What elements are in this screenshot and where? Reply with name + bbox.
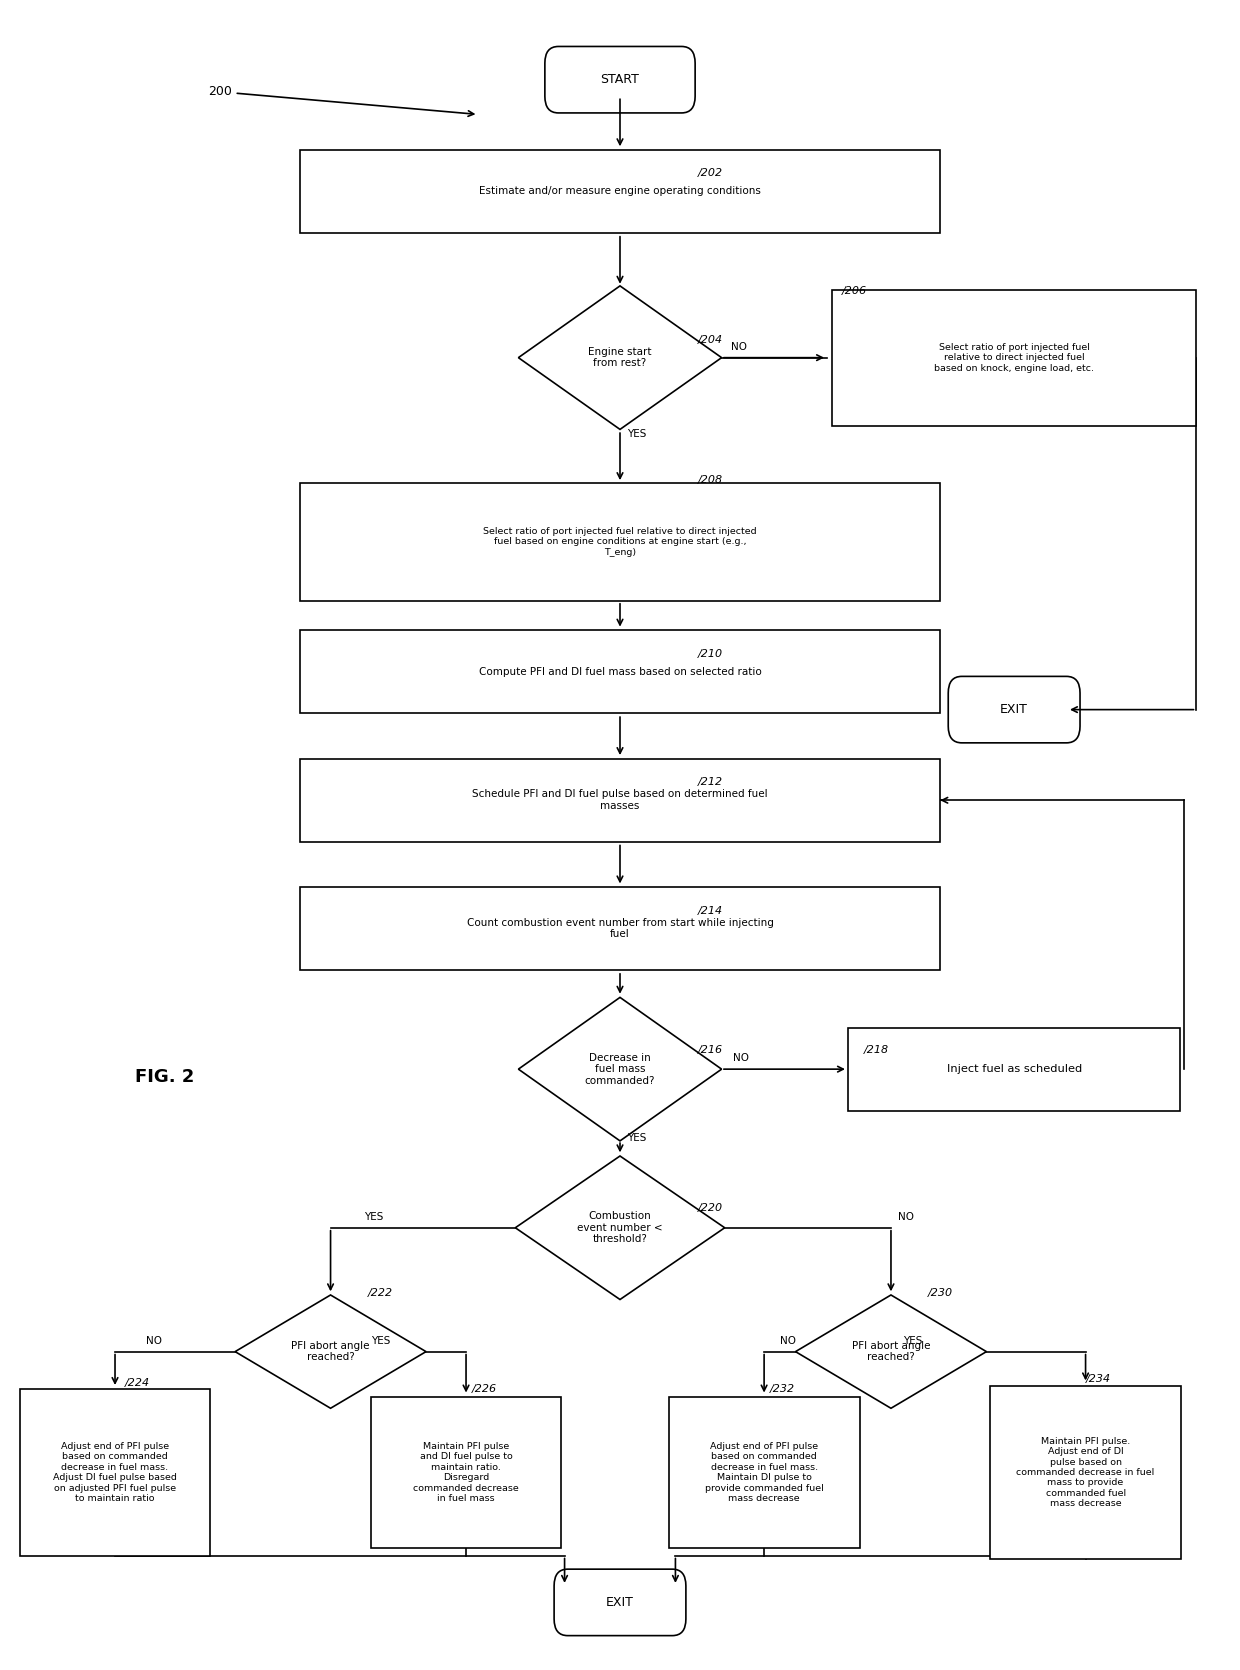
Text: NO: NO xyxy=(780,1336,796,1346)
Text: NO: NO xyxy=(898,1212,914,1222)
Text: YES: YES xyxy=(627,429,647,439)
FancyBboxPatch shape xyxy=(20,1389,211,1555)
Text: Select ratio of port injected fuel
relative to direct injected fuel
based on kno: Select ratio of port injected fuel relat… xyxy=(934,342,1094,372)
Text: Schedule PFI and DI fuel pulse based on determined fuel
masses: Schedule PFI and DI fuel pulse based on … xyxy=(472,790,768,812)
Text: YES: YES xyxy=(903,1336,923,1346)
Text: Adjust end of PFI pulse
based on commanded
decrease in fuel mass.
Maintain DI pu: Adjust end of PFI pulse based on command… xyxy=(704,1441,823,1503)
Text: YES: YES xyxy=(363,1212,383,1222)
FancyBboxPatch shape xyxy=(300,630,940,713)
Text: /218: /218 xyxy=(864,1044,889,1054)
Text: /226: /226 xyxy=(472,1384,497,1394)
Text: Inject fuel as scheduled: Inject fuel as scheduled xyxy=(946,1064,1081,1074)
Text: /220: /220 xyxy=(698,1202,723,1212)
Text: Engine start
from rest?: Engine start from rest? xyxy=(588,347,652,369)
Text: Select ratio of port injected fuel relative to direct injected
fuel based on eng: Select ratio of port injected fuel relat… xyxy=(484,528,756,556)
Text: PFI abort angle
reached?: PFI abort angle reached? xyxy=(852,1341,930,1363)
FancyBboxPatch shape xyxy=(990,1386,1180,1560)
Text: Decrease in
fuel mass
commanded?: Decrease in fuel mass commanded? xyxy=(585,1052,655,1086)
Text: /216: /216 xyxy=(698,1044,723,1054)
Text: EXIT: EXIT xyxy=(606,1597,634,1608)
FancyBboxPatch shape xyxy=(848,1027,1180,1111)
FancyBboxPatch shape xyxy=(949,676,1080,743)
Text: /214: /214 xyxy=(698,905,723,915)
Polygon shape xyxy=(518,286,722,429)
Text: Combustion
event number <
threshold?: Combustion event number < threshold? xyxy=(577,1211,663,1244)
Text: /234: /234 xyxy=(1085,1374,1111,1384)
FancyBboxPatch shape xyxy=(554,1570,686,1635)
Text: /222: /222 xyxy=(367,1288,393,1298)
FancyBboxPatch shape xyxy=(300,150,940,234)
Text: FIG. 2: FIG. 2 xyxy=(135,1067,193,1086)
Text: NO: NO xyxy=(730,342,746,352)
Text: NO: NO xyxy=(146,1336,161,1346)
Text: NO: NO xyxy=(733,1054,749,1064)
Text: Compute PFI and DI fuel mass based on selected ratio: Compute PFI and DI fuel mass based on se… xyxy=(479,666,761,676)
Text: Estimate and/or measure engine operating conditions: Estimate and/or measure engine operating… xyxy=(479,187,761,197)
Text: /232: /232 xyxy=(770,1384,795,1394)
FancyBboxPatch shape xyxy=(832,289,1195,426)
Text: EXIT: EXIT xyxy=(1001,703,1028,716)
Text: 200: 200 xyxy=(208,85,474,117)
Text: Count combustion event number from start while injecting
fuel: Count combustion event number from start… xyxy=(466,919,774,940)
Polygon shape xyxy=(796,1294,987,1408)
FancyBboxPatch shape xyxy=(300,483,940,601)
Text: /208: /208 xyxy=(698,474,723,484)
Text: /206: /206 xyxy=(842,286,867,296)
FancyBboxPatch shape xyxy=(668,1396,859,1548)
Text: Maintain PFI pulse.
Adjust end of DI
pulse based on
commanded decrease in fuel
m: Maintain PFI pulse. Adjust end of DI pul… xyxy=(1017,1436,1154,1508)
Text: /212: /212 xyxy=(698,777,723,787)
FancyBboxPatch shape xyxy=(300,887,940,970)
Text: PFI abort angle
reached?: PFI abort angle reached? xyxy=(291,1341,370,1363)
Text: /224: /224 xyxy=(125,1378,150,1388)
Text: /202: /202 xyxy=(698,169,723,179)
Polygon shape xyxy=(518,997,722,1141)
Text: YES: YES xyxy=(371,1336,391,1346)
Text: /210: /210 xyxy=(698,648,723,658)
Text: /204: /204 xyxy=(698,334,723,344)
FancyBboxPatch shape xyxy=(300,758,940,842)
Text: /230: /230 xyxy=(928,1288,954,1298)
Text: Adjust end of PFI pulse
based on commanded
decrease in fuel mass.
Adjust DI fuel: Adjust end of PFI pulse based on command… xyxy=(53,1441,177,1503)
FancyBboxPatch shape xyxy=(544,47,696,114)
FancyBboxPatch shape xyxy=(371,1396,562,1548)
Text: Maintain PFI pulse
and DI fuel pulse to
maintain ratio.
Disregard
commanded decr: Maintain PFI pulse and DI fuel pulse to … xyxy=(413,1441,518,1503)
Text: YES: YES xyxy=(627,1134,647,1144)
Text: START: START xyxy=(600,73,640,87)
Polygon shape xyxy=(236,1294,427,1408)
Polygon shape xyxy=(516,1156,724,1299)
